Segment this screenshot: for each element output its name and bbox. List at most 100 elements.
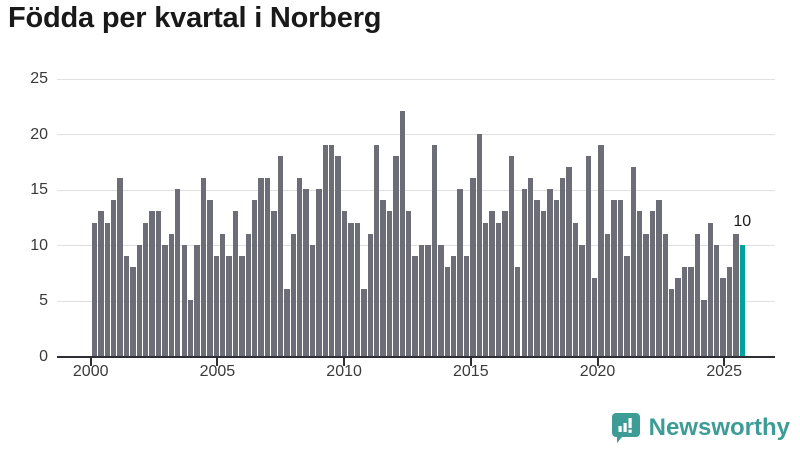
x-axis-label-2015: 2015 <box>453 363 489 380</box>
bar-2004-q4 <box>213 255 219 356</box>
bar-2006-q4 <box>264 178 271 356</box>
x-axis-label-2000: 2000 <box>72 363 109 380</box>
bar-2011-q1 <box>373 144 380 356</box>
bar-2009-q1 <box>322 144 329 356</box>
highlight-value-label: 10 <box>733 212 752 230</box>
bar-2005-q3 <box>232 211 239 356</box>
bar-2023-q3 <box>694 233 701 356</box>
bar-2000-q4 <box>110 200 117 356</box>
bar-2024-q2 <box>713 244 720 356</box>
bar-2007-q1 <box>271 211 277 356</box>
bar-2019-q2 <box>585 155 592 356</box>
x-axis-tick-2010 <box>343 358 346 366</box>
chart-title: Födda per kvartal i Norberg <box>8 2 382 34</box>
bar-2006-q3 <box>258 178 264 356</box>
bar-2012-q4 <box>418 244 425 356</box>
bar-2010-q2 <box>354 222 361 356</box>
x-axis-label-2025: 2025 <box>706 363 742 380</box>
bar-2022-q1 <box>656 200 662 356</box>
bar-2013-q2 <box>431 144 438 356</box>
bar-2018-q1 <box>553 200 559 356</box>
bar-2024-q4 <box>726 267 733 356</box>
bar-2019-q4 <box>598 144 604 356</box>
bar-2009-q4 <box>341 211 348 356</box>
bar-2015-q1 <box>476 133 482 356</box>
bar-2021-q1 <box>630 166 636 356</box>
x-axis-tick-2025 <box>723 358 726 366</box>
bar-2017-q2 <box>534 200 540 356</box>
bar-2011-q3 <box>386 211 393 356</box>
bar-2004-q3 <box>207 200 213 356</box>
bar-2008-q2 <box>303 189 309 356</box>
x-axis-tick-2020 <box>596 358 599 366</box>
y-axis-label-20: 20 <box>30 125 48 143</box>
x-axis-label-2005: 2005 <box>199 363 236 380</box>
bar-2008-q4 <box>316 189 322 356</box>
x-axis-line <box>57 356 775 358</box>
bar-2002-q3 <box>155 211 162 356</box>
y-axis-label-5: 5 <box>39 292 48 310</box>
bar-2016-q3 <box>515 267 521 356</box>
gridline-25 <box>57 78 775 80</box>
bar-2012-q2 <box>406 211 412 356</box>
x-axis-label-2010: 2010 <box>326 363 362 380</box>
bar-2002-q1 <box>143 222 149 356</box>
bar-2005-q2 <box>226 255 232 356</box>
bar-2013-q1 <box>425 244 431 356</box>
bar-2017-q3 <box>540 211 547 356</box>
bar-2009-q2 <box>329 144 335 356</box>
bar-2013-q4 <box>444 267 450 356</box>
bar-2018-q2 <box>559 178 566 356</box>
bar-2025-q1 <box>733 233 739 356</box>
bar-2010-q4 <box>367 233 373 356</box>
bar-2012-q1 <box>399 111 405 356</box>
bar-2001-q2 <box>123 255 130 356</box>
bar-2014-q3 <box>463 255 470 356</box>
gridline-20 <box>57 134 775 136</box>
bar-2012-q3 <box>412 255 418 356</box>
bar-2002-q2 <box>149 211 155 356</box>
bar-2002-q4 <box>162 244 168 356</box>
newsworthy-logo: Newsworthy <box>611 412 790 443</box>
bar-2024-q3 <box>720 278 726 356</box>
bar-2014-q2 <box>457 189 463 356</box>
bar-2015-q4 <box>495 222 502 356</box>
bar-2004-q1 <box>194 244 200 356</box>
newsworthy-logo-text: Newsworthy <box>648 413 790 441</box>
bar-2001-q4 <box>136 244 142 356</box>
bar-2016-q4 <box>521 189 527 356</box>
bar-2010-q3 <box>361 289 367 356</box>
bar-2007-q3 <box>284 289 290 356</box>
bar-2007-q4 <box>290 233 296 356</box>
x-axis-label-2020: 2020 <box>579 363 616 380</box>
bar-2003-q2 <box>175 189 181 356</box>
bar-2020-q3 <box>617 200 624 356</box>
bar-2023-q2 <box>688 267 694 356</box>
y-axis-label-25: 25 <box>30 70 48 87</box>
bar-2001-q1 <box>117 178 123 356</box>
bar-2003-q3 <box>181 244 187 356</box>
bar-2005-q4 <box>239 255 245 356</box>
bar-2017-q4 <box>547 189 553 356</box>
bar-2007-q2 <box>277 155 284 356</box>
bar-2001-q3 <box>130 267 136 356</box>
plot-area: 10 2000 2005 2010 2015 2020 2025 <box>57 78 775 380</box>
bar-2019-q3 <box>592 278 598 356</box>
bar-2009-q3 <box>335 155 341 356</box>
bar-2011-q2 <box>380 200 386 356</box>
bar-2021-q3 <box>643 233 649 356</box>
bar-2018-q3 <box>566 166 572 356</box>
bar-2024-q1 <box>707 222 713 356</box>
y-axis-label-10: 10 <box>30 236 48 254</box>
bar-2023-q1 <box>681 267 688 356</box>
bar-2014-q1 <box>450 255 457 356</box>
bar-2020-q4 <box>624 255 630 356</box>
bar-2008-q3 <box>309 244 316 356</box>
bar-2021-q2 <box>636 211 643 356</box>
bar-2003-q1 <box>168 233 175 356</box>
bar-2022-q4 <box>675 278 681 356</box>
bar-2003-q4 <box>187 300 194 356</box>
bar-2010-q1 <box>348 222 354 356</box>
gridline-10 <box>57 245 775 247</box>
